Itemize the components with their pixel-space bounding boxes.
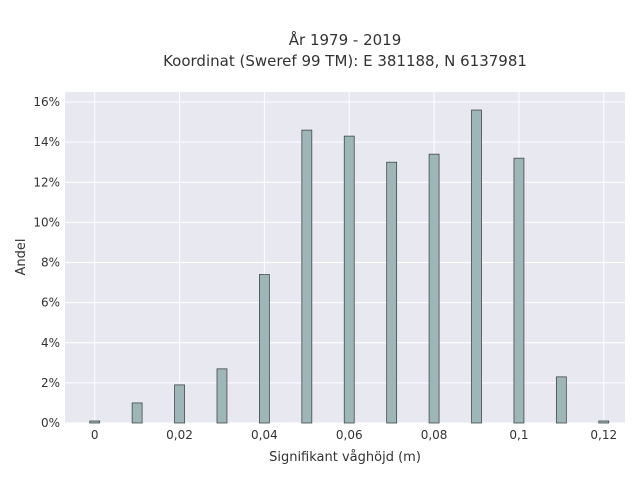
y-tick-label: 14%	[33, 135, 60, 149]
y-tick-label: 4%	[41, 336, 60, 350]
y-axis-title: Andel	[14, 239, 29, 276]
x-tick-label: 0,06	[336, 428, 363, 442]
y-tick-label: 2%	[41, 376, 60, 390]
x-tick-label: 0,04	[251, 428, 278, 442]
histogram-bar	[131, 402, 143, 424]
y-tick-label: 8%	[41, 256, 60, 270]
chart-title: År 1979 - 2019	[289, 30, 402, 49]
y-tick-label: 12%	[33, 175, 60, 189]
x-axis-ticks: 0 0,02 0,04 0,06 0,08 0,1 0,12	[91, 428, 617, 442]
histogram-bar	[174, 384, 185, 424]
chart-subtitle: Koordinat (Sweref 99 TM): E 381188, N 61…	[163, 52, 527, 70]
histogram-bar	[301, 129, 313, 424]
histogram-bar	[471, 109, 482, 424]
x-tick-label: 0	[91, 428, 99, 442]
x-tick-label: 0,02	[166, 428, 193, 442]
histogram-bar	[259, 274, 270, 424]
histogram-bar	[598, 420, 610, 424]
histogram-bar	[343, 135, 355, 424]
y-axis-ticks: 0% 2% 4% 6% 8% 10% 12% 14% 16%	[33, 95, 60, 430]
histogram-bar	[513, 157, 525, 424]
bars	[89, 109, 610, 424]
y-tick-label: 0%	[41, 416, 60, 430]
y-tick-label: 6%	[41, 296, 60, 310]
histogram-bar	[216, 368, 228, 424]
histogram-bar	[428, 153, 440, 424]
x-tick-label: 0,1	[509, 428, 528, 442]
x-tick-label: 0,08	[421, 428, 448, 442]
y-tick-label: 10%	[33, 215, 60, 229]
y-tick-label: 16%	[33, 95, 60, 109]
x-tick-label: 0,12	[590, 428, 617, 442]
histogram-bar	[386, 161, 398, 424]
histogram-bar	[89, 420, 101, 424]
x-axis-title: Signifikant våghöjd (m)	[269, 450, 421, 465]
histogram-bar	[555, 376, 567, 424]
